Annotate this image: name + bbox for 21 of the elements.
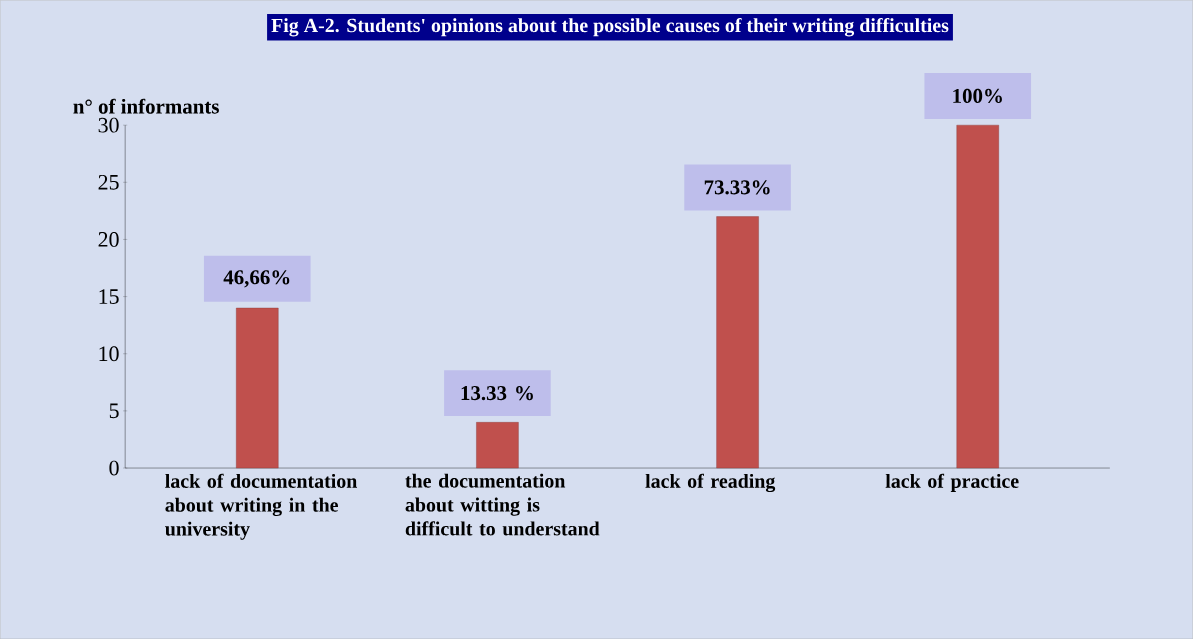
annotation: 73.33% — [704, 180, 770, 195]
x-tick-label: lack of practice — [885, 473, 1019, 492]
bar — [476, 422, 519, 469]
annotation: 13.33 % — [461, 385, 533, 401]
y-tick-label: 5 — [109, 403, 119, 419]
x-tick-label: lack of documentation about writing in the university — [165, 473, 358, 540]
y-tick-label: 15 — [99, 289, 119, 304]
bar — [236, 307, 279, 469]
x-tick-label: the documentation about witting is difficult to understand — [405, 473, 600, 536]
y-tick-label: 30 — [98, 117, 119, 133]
bar — [956, 124, 999, 469]
x-tick-label: lack of reading — [645, 473, 776, 493]
y-tick-label: 20 — [98, 231, 119, 247]
y-tick-label: 25 — [98, 174, 119, 190]
annotation: 46,66% — [223, 270, 290, 288]
chart-title: Fig A-2. Students' opinions about the possible causes of their writing difficulties — [271, 17, 949, 37]
text: 100% — [953, 88, 1002, 103]
y-tick-label: 10 — [99, 346, 119, 362]
y-tick-label: 0 — [109, 460, 119, 476]
bar — [716, 216, 759, 469]
y-axis-title: n° of informants — [73, 98, 219, 114]
